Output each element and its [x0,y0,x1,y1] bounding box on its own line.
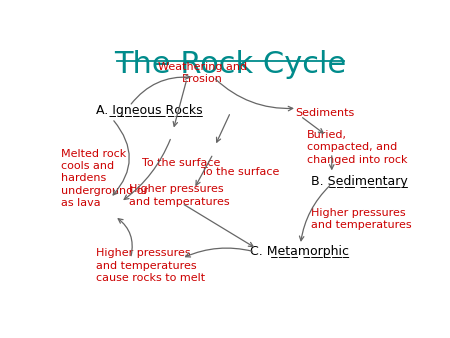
Text: Higher pressures
and temperatures: Higher pressures and temperatures [130,184,230,207]
Text: Sediments: Sediments [295,108,355,118]
Text: The Rock Cycle: The Rock Cycle [114,50,347,79]
Text: C. M̲e̲t̲a̲m̲o̲r̲p̲h̲i̲c̲: C. M̲e̲t̲a̲m̲o̲r̲p̲h̲i̲c̲ [250,245,349,258]
Text: Weathering and
Erosion: Weathering and Erosion [158,62,248,84]
Text: B. S̲e̲d̲i̲m̲e̲n̲t̲a̲r̲y̲: B. S̲e̲d̲i̲m̲e̲n̲t̲a̲r̲y̲ [311,175,408,188]
Text: To the surface: To the surface [142,158,220,168]
Text: Higher pressures
and temperatures: Higher pressures and temperatures [311,208,411,230]
Text: Melted rock
cools and
hardens
underground or
as lava: Melted rock cools and hardens undergroun… [62,149,148,208]
Text: Higher pressures
and temperatures
cause rocks to melt: Higher pressures and temperatures cause … [96,248,206,283]
Text: To the surface: To the surface [201,167,279,177]
Text: A. I̲g̲n̲e̲o̲u̲s̲ ̲R̲o̲c̲k̲s̲: A. I̲g̲n̲e̲o̲u̲s̲ ̲R̲o̲c̲k̲s̲ [96,104,203,117]
Text: Buried,
compacted, and
changed into rock: Buried, compacted, and changed into rock [307,130,408,165]
